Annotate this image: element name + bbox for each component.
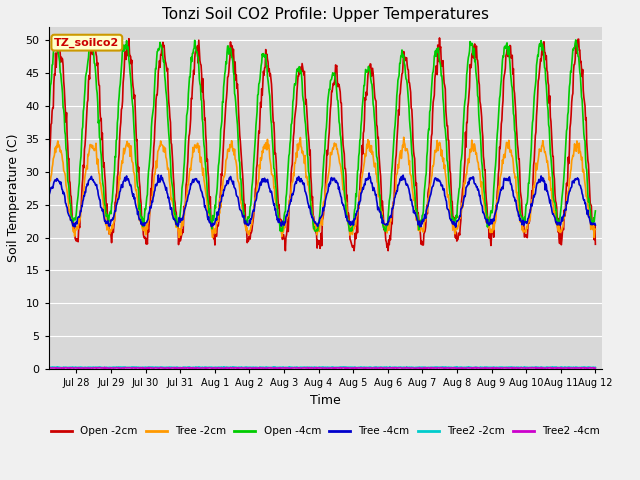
Tree2 -2cm [65,364,72,370]
Tree -4cm [591,222,599,228]
Tree2 -2cm [364,364,372,370]
Title: Tonzi Soil CO2 Profile: Upper Temperatures: Tonzi Soil CO2 Profile: Upper Temperatur… [162,7,489,22]
Open -4cm [365,67,373,72]
Tree2 -4cm [268,365,276,371]
Tree -2cm [38,228,45,234]
Tree2 -2cm [386,364,394,370]
Tree -4cm [38,221,45,227]
Open -4cm [565,95,573,100]
Tree2 -2cm [268,365,275,371]
Open -2cm [565,161,573,167]
Line: Tree2 -2cm: Tree2 -2cm [42,367,595,368]
Tree2 -4cm [65,365,72,371]
Tree -4cm [452,224,460,230]
Tree2 -2cm [401,365,409,371]
Tree2 -4cm [141,365,149,371]
Open -4cm [591,208,599,214]
Open -2cm [268,81,275,87]
Open -4cm [141,205,149,211]
Open -4cm [268,133,276,139]
Tree -2cm [175,235,183,240]
Line: Open -2cm: Open -2cm [42,38,595,251]
Open -2cm [282,248,289,253]
Tree -2cm [65,197,72,203]
Tree -2cm [141,224,148,229]
Line: Tree2 -4cm: Tree2 -4cm [42,367,595,369]
Open -4cm [573,48,581,54]
Tree2 -4cm [38,365,45,371]
Open -2cm [365,68,372,73]
Tree -4cm [573,175,581,181]
Legend: Open -2cm, Tree -2cm, Open -4cm, Tree -4cm, Tree2 -2cm, Tree2 -4cm: Open -2cm, Tree -2cm, Open -4cm, Tree -4… [47,422,604,440]
Open -2cm [141,235,148,241]
Tree2 -4cm [365,365,372,371]
Open -4cm [54,35,61,41]
Tree2 -4cm [426,366,434,372]
Line: Open -4cm: Open -4cm [42,38,595,231]
Line: Tree -2cm: Tree -2cm [42,137,595,238]
Open -4cm [38,203,45,209]
Open -2cm [573,43,581,48]
Y-axis label: Soil Temperature (C): Soil Temperature (C) [7,134,20,263]
Tree -2cm [591,227,599,232]
Tree -2cm [268,172,276,178]
X-axis label: Time: Time [310,394,341,407]
Tree -2cm [573,144,581,150]
Tree2 -2cm [38,364,45,370]
Open -2cm [436,35,444,41]
Tree2 -4cm [565,365,573,371]
Tree2 -2cm [573,365,581,371]
Tree2 -4cm [591,365,599,371]
Tree -4cm [364,177,372,182]
Tree2 -2cm [141,364,148,370]
Tree2 -2cm [591,364,599,370]
Open -2cm [65,156,72,162]
Tree -4cm [365,170,373,176]
Tree -2cm [365,144,372,149]
Open -2cm [591,241,599,247]
Tree -2cm [400,134,408,140]
Tree -4cm [268,189,275,194]
Open -4cm [65,184,73,190]
Tree2 -4cm [101,364,109,370]
Tree2 -2cm [565,364,573,370]
Tree -4cm [65,211,72,216]
Line: Tree -4cm: Tree -4cm [42,173,595,227]
Tree2 -4cm [573,365,581,371]
Tree -4cm [141,223,148,228]
Tree -4cm [565,191,573,197]
Open -4cm [278,228,285,234]
Open -2cm [38,226,45,231]
Tree -2cm [565,187,573,192]
Text: TZ_soilco2: TZ_soilco2 [54,37,120,48]
